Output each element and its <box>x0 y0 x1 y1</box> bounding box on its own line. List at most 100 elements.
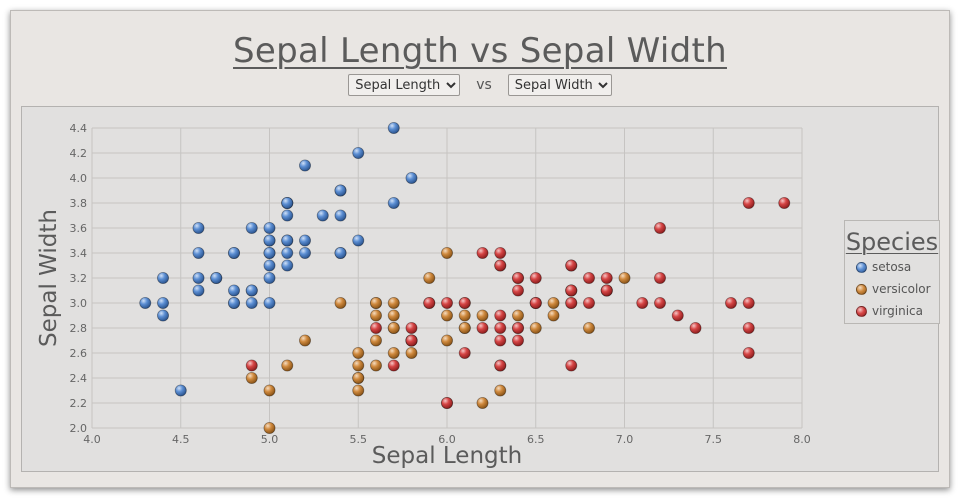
scatter-plot: 2.0 2.2 2.4 2.6 2.8 3.0 3.2 3.4 3.6 3.8 4.0 4.2 4.4 4… <box>36 121 811 469</box>
data-point-setosa <box>263 296 276 309</box>
data-point-virginica <box>654 296 667 309</box>
y-tick-label: 2.0 <box>70 422 88 435</box>
data-point-versicolor <box>547 309 560 322</box>
data-point-setosa <box>263 234 276 247</box>
data-point-setosa <box>156 309 169 322</box>
data-point-virginica <box>405 334 418 347</box>
data-point-versicolor <box>387 321 400 334</box>
data-point-virginica <box>654 271 667 284</box>
data-point-versicolor <box>583 321 596 334</box>
x-tick-label: 6.5 <box>527 433 545 446</box>
chart-title: Sepal Length vs Sepal Width <box>233 31 727 71</box>
legend-label-versicolor: versicolor <box>872 282 931 296</box>
y-tick-label: 3.6 <box>70 222 88 235</box>
data-point-versicolor <box>245 371 258 384</box>
data-point-virginica <box>387 359 400 372</box>
data-point-virginica <box>369 321 382 334</box>
data-point-virginica <box>671 309 684 322</box>
data-point-virginica <box>565 284 578 297</box>
data-point-setosa <box>192 271 205 284</box>
axis-controls: Sepal Length vs Sepal Width <box>11 74 949 96</box>
data-point-versicolor <box>369 296 382 309</box>
data-point-setosa <box>263 271 276 284</box>
data-point-versicolor <box>298 334 311 347</box>
data-point-setosa <box>281 209 294 222</box>
data-point-setosa <box>281 197 294 210</box>
data-point-setosa <box>192 222 205 235</box>
y-tick-label: 2.4 <box>70 372 88 385</box>
data-point-versicolor <box>458 309 471 322</box>
x-axis-label: Sepal Length <box>372 443 522 469</box>
data-point-versicolor <box>440 334 453 347</box>
x-tick-label: 5.5 <box>350 433 368 446</box>
data-point-versicolor <box>511 309 524 322</box>
data-point-versicolor <box>352 346 365 359</box>
data-point-setosa <box>352 234 365 247</box>
data-point-virginica <box>511 321 524 334</box>
x-axis-select[interactable]: Sepal Length <box>348 74 461 96</box>
data-point-versicolor <box>263 421 276 434</box>
data-point-versicolor <box>476 309 489 322</box>
data-point-virginica <box>476 321 489 334</box>
legend-swatch-virginica <box>856 305 867 317</box>
data-point-setosa <box>405 172 418 185</box>
data-point-virginica <box>529 271 542 284</box>
data-point-setosa <box>298 234 311 247</box>
data-point-versicolor <box>352 384 365 397</box>
y-axis-select[interactable]: Sepal Width <box>507 74 612 96</box>
data-point-versicolor <box>423 271 436 284</box>
data-point-setosa <box>210 271 223 284</box>
data-point-virginica <box>405 321 418 334</box>
data-point-setosa <box>156 271 169 284</box>
data-point-virginica <box>440 396 453 409</box>
y-axis-label: Sepal Width <box>36 209 62 347</box>
data-point-setosa <box>174 384 187 397</box>
data-point-versicolor <box>369 359 382 372</box>
data-point-virginica <box>565 296 578 309</box>
y-tick-label: 2.8 <box>70 322 88 335</box>
data-point-setosa <box>334 184 347 197</box>
data-point-virginica <box>494 259 507 272</box>
data-point-versicolor <box>369 309 382 322</box>
data-point-virginica <box>529 296 542 309</box>
y-tick-label: 2.6 <box>70 347 88 360</box>
data-point-versicolor <box>369 334 382 347</box>
y-tick-label: 4.2 <box>70 147 88 160</box>
data-point-setosa <box>227 246 240 259</box>
y-tick-label: 4.0 <box>70 172 88 185</box>
chart-frame: Sepal Length vs Sepal Width Sepal Length… <box>10 10 950 488</box>
legend-title: Species <box>845 228 939 256</box>
data-point-versicolor <box>352 371 365 384</box>
data-point-versicolor <box>547 296 560 309</box>
data-point-virginica <box>458 296 471 309</box>
data-point-virginica <box>778 197 791 210</box>
data-point-setosa <box>352 147 365 160</box>
data-point-virginica <box>476 246 489 259</box>
data-points <box>139 121 791 434</box>
legend-label-virginica: virginica <box>872 304 923 318</box>
data-point-versicolor <box>387 296 400 309</box>
data-point-versicolor <box>529 321 542 334</box>
data-point-virginica <box>494 309 507 322</box>
y-tick-label: 3.0 <box>70 297 88 310</box>
data-point-virginica <box>742 197 755 210</box>
data-point-setosa <box>298 246 311 259</box>
data-point-versicolor <box>281 359 294 372</box>
data-point-setosa <box>245 296 258 309</box>
data-point-setosa <box>245 222 258 235</box>
data-point-setosa <box>316 209 329 222</box>
data-point-versicolor <box>440 246 453 259</box>
data-point-versicolor <box>405 346 418 359</box>
x-tick-label: 6.0 <box>438 433 456 446</box>
data-point-versicolor <box>334 296 347 309</box>
data-point-setosa <box>387 197 400 210</box>
data-point-virginica <box>565 259 578 272</box>
data-point-versicolor <box>263 384 276 397</box>
data-point-setosa <box>387 121 400 134</box>
data-point-setosa <box>281 259 294 272</box>
data-point-virginica <box>583 296 596 309</box>
data-point-virginica <box>458 346 471 359</box>
y-tick-label: 2.2 <box>70 397 88 410</box>
data-point-virginica <box>494 334 507 347</box>
data-point-virginica <box>511 334 524 347</box>
